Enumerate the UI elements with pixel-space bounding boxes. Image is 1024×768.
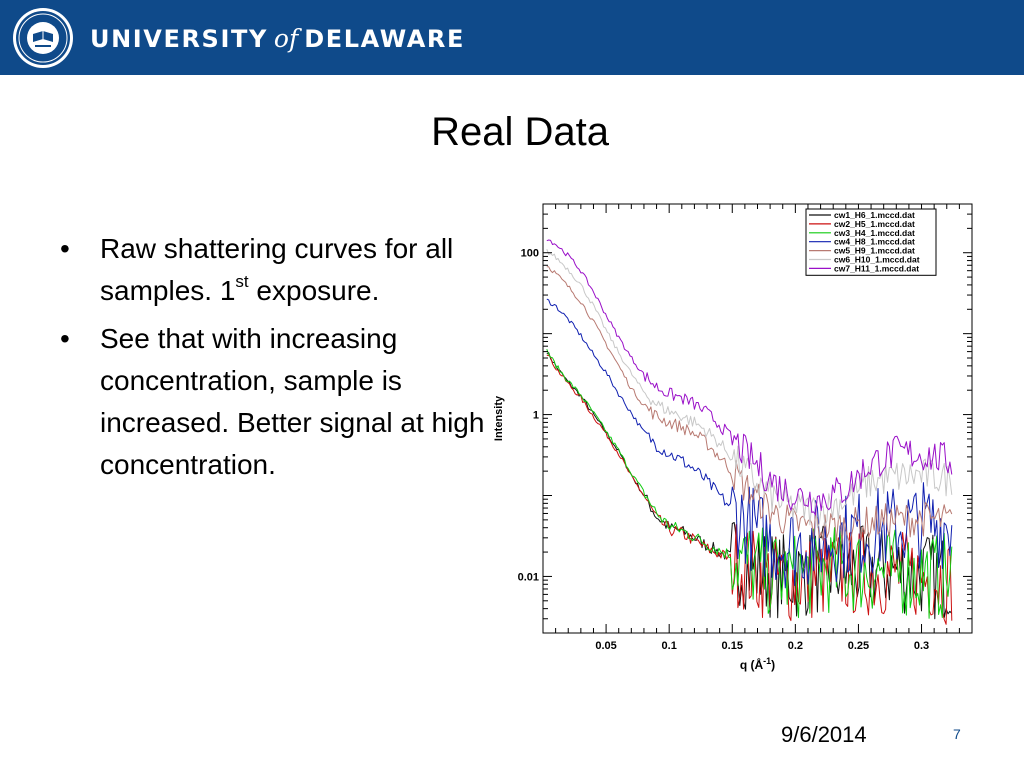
series-line (546, 349, 953, 619)
legend-label: cw4_H8_1.mccd.dat (834, 237, 915, 247)
series-line (546, 298, 953, 589)
y-tick-label: 0.01 (518, 571, 539, 583)
series-line (546, 354, 953, 625)
bullet-text-tail: exposure. (248, 275, 380, 306)
series-lines (546, 239, 953, 625)
y-tick-label: 1 (533, 410, 539, 422)
bullet-list: • Raw shattering curves for all samples.… (60, 228, 500, 492)
x-axis-label: q (Å-1) (740, 656, 775, 672)
university-wordmark: UNIVERSITY of DELAWARE (90, 21, 465, 57)
wordmark-university: UNIVERSITY (90, 25, 268, 53)
bullet-item: • See that with increasing concentration… (60, 318, 500, 486)
y-axis-label: Intensity (493, 395, 505, 441)
series-line (546, 249, 953, 528)
legend-label: cw3_H4_1.mccd.dat (834, 228, 915, 238)
slide-title: Real Data (431, 110, 609, 154)
x-axis-label-tail: ) (771, 658, 775, 672)
series-line (546, 352, 953, 620)
legend-label: cw6_H10_1.mccd.dat (834, 255, 920, 265)
x-tick-label: 0.1 (662, 640, 677, 652)
x-tick-labels: 0.05 0.1 0.15 0.2 0.25 0.3 (595, 640, 929, 652)
bullet-item: • Raw shattering curves for all samples.… (60, 228, 500, 312)
slide-number: 7 (953, 726, 961, 742)
x-tick-label: 0.25 (848, 640, 869, 652)
bullet-superscript: st (235, 272, 249, 291)
y-tick-label: 100 (521, 248, 539, 260)
bullet-text: See that with increasing concentration, … (100, 323, 485, 480)
chart-legend: cw1_H6_1.mccd.datcw2_H5_1.mccd.datcw3_H4… (805, 208, 937, 276)
header-bar: UNIVERSITY of DELAWARE (0, 0, 1024, 75)
legend-label: cw2_H5_1.mccd.dat (834, 219, 915, 229)
legend-label: cw7_H11_1.mccd.dat (834, 263, 919, 273)
x-axis-label-sup: -1 (763, 656, 771, 666)
axis-ticks (542, 203, 973, 634)
wordmark-of: of (273, 24, 299, 53)
scattering-chart: 100 1 0.01 0.05 0.1 0.15 0.2 0.25 0.3 cw1_H6_1.… (493, 203, 973, 672)
wordmark-delaware: DELAWARE (304, 25, 465, 53)
x-axis-label-main: q (Å (740, 657, 764, 672)
bullet-dot-icon: • (60, 323, 70, 354)
legend-label: cw1_H6_1.mccd.dat (834, 210, 915, 220)
x-tick-label: 0.2 (788, 640, 803, 652)
series-line (546, 239, 953, 516)
x-tick-label: 0.3 (914, 640, 929, 652)
x-tick-label: 0.05 (595, 640, 616, 652)
bullet-text: Raw shattering curves for all samples. 1 (100, 233, 454, 306)
y-tick-labels: 100 1 0.01 (518, 248, 539, 584)
university-seal-icon (13, 8, 73, 68)
bullet-dot-icon: • (60, 233, 70, 264)
series-line (546, 266, 953, 545)
legend-label: cw5_H9_1.mccd.dat (834, 246, 915, 256)
x-tick-label: 0.15 (722, 640, 743, 652)
slide-date: 9/6/2014 (781, 722, 867, 747)
